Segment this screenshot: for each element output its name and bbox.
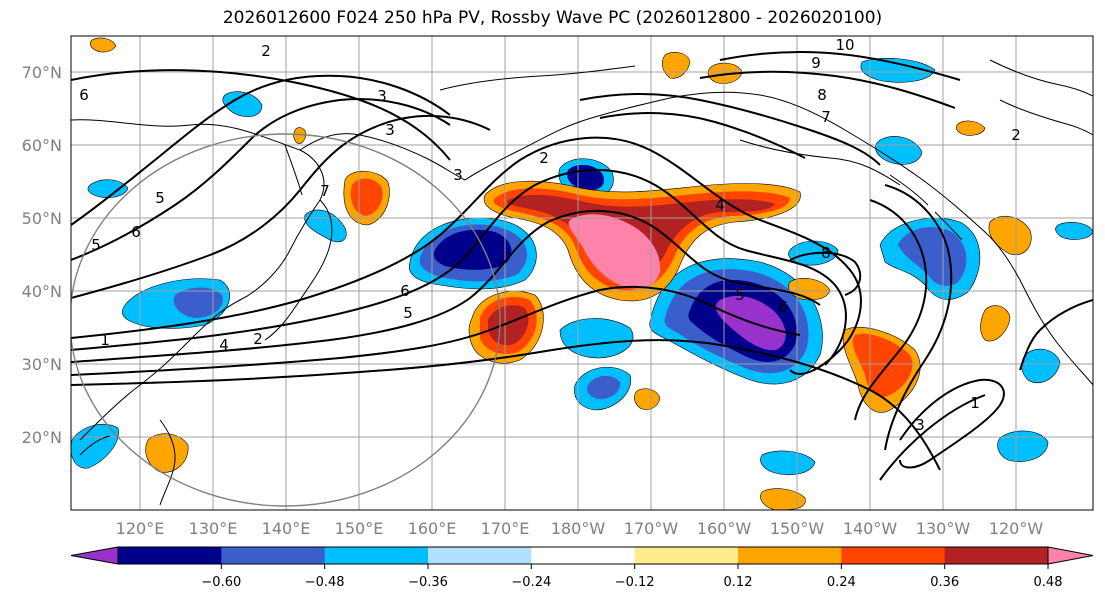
lon-tick-label: 160°E (408, 519, 457, 538)
latitude-tick-labels: 70°N 60°N 50°N 40°N 30°N 20°N (22, 63, 62, 447)
lat-tick-label: 40°N (22, 282, 62, 301)
positive-anomaly-patch (568, 214, 661, 289)
lon-tick-label: 150°W (770, 519, 825, 538)
colorbar-tick-label: 0.36 (930, 575, 959, 590)
negative-anomaly-patch (71, 424, 119, 469)
negative-anomaly-patch (760, 450, 816, 475)
negative-anomaly-patch (587, 375, 621, 400)
colorbar-tick-label: −0.60 (201, 575, 241, 590)
negative-anomaly-patch (860, 57, 936, 83)
positive-anomaly-patch (980, 305, 1011, 342)
colorbar-tick-labels: −0.60 −0.48 −0.36 −0.24 −0.12 0.12 0.24 0.36 0.4… (201, 564, 1063, 590)
colorbar-tick-label: −0.24 (511, 575, 551, 590)
contour-label: 3 (377, 87, 387, 105)
lon-tick-label: 140°W (843, 519, 898, 538)
negative-anomaly-patch (997, 430, 1049, 462)
negative-anomaly-patch (222, 91, 263, 118)
positive-anomaly-patch (707, 62, 743, 84)
lon-tick-label: 130°E (189, 519, 238, 538)
lat-tick-label: 30°N (22, 355, 62, 374)
contour-label: 3 (915, 416, 925, 434)
colorbar-swatch (841, 547, 946, 564)
lat-tick-label: 60°N (22, 136, 62, 155)
contour-label: 6 (778, 298, 788, 316)
positive-anomaly-patch (852, 333, 913, 397)
lat-tick-label: 70°N (22, 63, 62, 82)
contour-label: 1 (100, 331, 110, 349)
negative-anomaly-patch (898, 227, 967, 286)
contour-label: 2 (261, 42, 271, 60)
contour-label: 9 (811, 54, 821, 72)
lat-tick-label: 20°N (22, 428, 62, 447)
contour-label: 5 (735, 286, 745, 304)
negative-anomaly-patch (875, 136, 923, 165)
lon-tick-label: 140°E (262, 519, 311, 538)
negative-anomaly-patch (87, 179, 129, 198)
map-title: 2026012600 F024 250 hPa PV, Rossby Wave … (222, 8, 883, 28)
colorbar-swatch (324, 547, 429, 564)
projection-circle (71, 133, 501, 507)
colorbar-swatch (118, 547, 222, 564)
colorbar-extend-low (70, 546, 119, 565)
contour-label: 5 (91, 236, 101, 254)
contour-label: 2 (539, 149, 549, 167)
lon-tick-label: 120°E (116, 519, 165, 538)
positive-anomaly-patch (488, 305, 529, 346)
contour-label: 2 (253, 330, 263, 348)
negative-anomaly-patch (1055, 222, 1093, 240)
colorbar-tick-label: 0.24 (827, 575, 856, 590)
contour-label: 7 (821, 108, 831, 126)
colorbar-swatch (531, 547, 636, 564)
lon-tick-label: 160°W (697, 519, 752, 538)
contour-label: 7 (320, 182, 330, 200)
colorbar-swatch (944, 547, 1049, 564)
colorbar-tick-label: 0.12 (724, 575, 753, 590)
lon-tick-label: 120°W (989, 519, 1044, 538)
lon-tick-label: 150°E (335, 519, 384, 538)
colorbar-swatch (738, 547, 842, 564)
coastlines (71, 59, 1093, 506)
contour-label: 4 (715, 196, 725, 214)
contour-label: 4 (219, 336, 229, 354)
lon-tick-label: 170°W (624, 519, 679, 538)
contour-label: 8 (821, 244, 831, 262)
positive-anomaly-patch (634, 388, 661, 410)
contour-label: 8 (817, 86, 827, 104)
contour-label: 3 (453, 166, 463, 184)
lon-tick-label: 130°W (916, 519, 971, 538)
map-frame (70, 35, 1094, 511)
contour-label: 3 (385, 121, 395, 139)
negative-anomaly-patch (173, 287, 223, 318)
positive-anomaly-patch (293, 127, 307, 144)
colorbar-swatch (634, 547, 739, 564)
negative-anomaly-patch (433, 229, 512, 270)
contour-label: 6 (400, 282, 410, 300)
contour-label: 2 (1011, 126, 1021, 144)
anomaly-shading (71, 37, 1093, 510)
positive-anomaly-patch (956, 120, 986, 136)
colorbar-outline (117, 546, 1049, 565)
contour-label: 5 (403, 304, 413, 322)
contour-label: 6 (79, 86, 89, 104)
contour-label: 6 (131, 223, 141, 241)
longitude-tick-labels: 120°E 130°E 140°E 150°E 160°E 170°E 180°W 170°W… (116, 519, 1044, 538)
colorbar-tick-label: −0.36 (408, 575, 448, 590)
contour-label: 5 (155, 189, 165, 207)
colorbar-swatch (221, 547, 326, 564)
lon-tick-label: 180°W (551, 519, 606, 538)
colorbar (70, 546, 1094, 565)
colorbar-tick-label: −0.48 (305, 575, 345, 590)
lat-tick-label: 50°N (22, 209, 62, 228)
contour-label: 10 (835, 36, 854, 54)
pv-contours (71, 51, 1093, 481)
colorbar-tick-label: −0.12 (615, 575, 655, 590)
colorbar-tick-label: 0.48 (1034, 575, 1063, 590)
contour-label: 1 (970, 394, 980, 412)
colorbar-extend-high (1047, 546, 1094, 565)
positive-anomaly-patch (90, 37, 117, 53)
colorbar-swatch (428, 547, 532, 564)
lon-tick-label: 170°E (481, 519, 530, 538)
